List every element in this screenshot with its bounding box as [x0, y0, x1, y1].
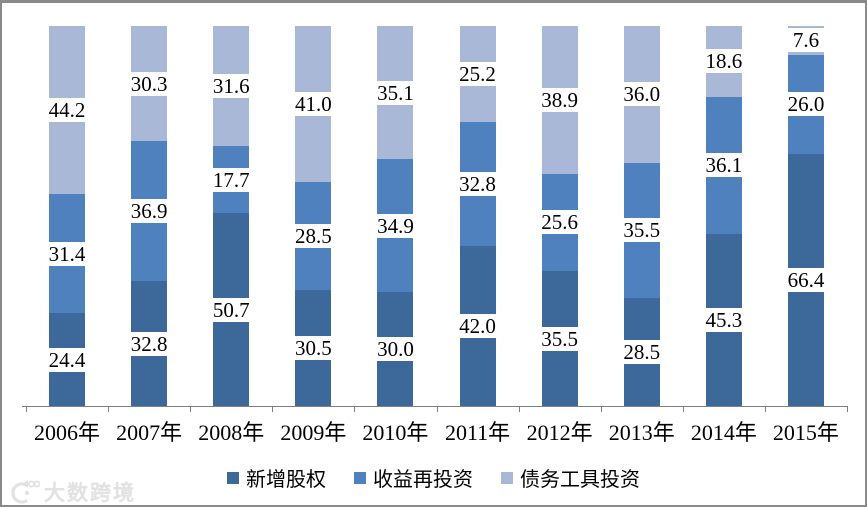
chart-plot-area: 24.4 31.4 44.2 2006年 32.8 36.9 30.3 2007年 50.7 17… — [2, 3, 865, 505]
x-axis-tick — [518, 406, 520, 412]
x-axis-tick — [600, 406, 602, 412]
x-axis-line — [22, 406, 848, 407]
data-label-新增股权-2010年: 30.0 — [368, 337, 423, 361]
data-label-新增股权-2012年: 35.5 — [532, 326, 587, 351]
x-axis-label-2013年: 2013年 — [608, 420, 675, 445]
data-label-债务工具投资-2011年: 25.2 — [450, 61, 505, 86]
data-label-新增股权-2015年: 66.4 — [778, 267, 833, 292]
data-label-债务工具投资-2012年: 38.9 — [532, 87, 587, 112]
x-axis-label-2010年: 2010年 — [362, 420, 429, 445]
data-label-债务工具投资-2008年: 31.6 — [204, 74, 259, 99]
data-label-收益再投资-2011年: 32.8 — [450, 172, 505, 197]
chart-legend: 新增股权 收益再投资 债务工具投资 — [2, 463, 865, 492]
legend-swatch-icon — [354, 471, 366, 484]
legend-label: 新增股权 — [246, 469, 326, 491]
data-label-收益再投资-2013年: 35.5 — [614, 218, 669, 243]
data-label-债务工具投资-2013年: 36.0 — [614, 82, 669, 107]
x-axis-label-2006年: 2006年 — [34, 420, 101, 445]
x-axis-label-2008年: 2008年 — [198, 420, 265, 445]
x-axis-tick — [436, 406, 438, 412]
legend-label: 收益再投资 — [373, 469, 473, 491]
legend-label: 债务工具投资 — [520, 469, 640, 491]
x-axis-label-2007年: 2007年 — [116, 420, 183, 445]
data-label-债务工具投资-2010年: 35.1 — [368, 80, 423, 105]
data-label-债务工具投资-2007年: 30.3 — [122, 71, 177, 96]
legend-swatch-icon — [501, 471, 513, 484]
x-axis-tick — [26, 406, 27, 412]
x-axis-label-2012年: 2012年 — [526, 420, 593, 445]
x-axis-tick — [190, 406, 192, 412]
x-axis-label-2015年: 2015年 — [772, 420, 839, 445]
data-label-新增股权-2007年: 32.8 — [122, 331, 177, 356]
x-axis-tick — [354, 406, 356, 412]
legend-item-新增股权: 新增股权 — [227, 463, 326, 492]
data-label-债务工具投资-2006年: 44.2 — [40, 97, 95, 122]
x-axis-tick — [272, 406, 274, 412]
legend-item-债务工具投资: 债务工具投资 — [501, 463, 640, 492]
data-label-收益再投资-2009年: 28.5 — [286, 223, 341, 248]
data-label-债务工具投资-2015年: 7.6 — [778, 28, 833, 53]
watermark: 大数跨境 — [10, 477, 136, 505]
data-label-债务工具投资-2014年: 18.6 — [696, 49, 751, 74]
data-label-债务工具投资-2009年: 41.0 — [286, 91, 341, 116]
data-label-新增股权-2014年: 45.3 — [696, 307, 751, 332]
x-axis-tick — [108, 406, 110, 412]
watermark-logo-icon — [10, 479, 40, 505]
legend-swatch-icon — [227, 471, 239, 484]
data-label-新增股权-2008年: 50.7 — [204, 297, 259, 322]
watermark-text: 大数跨境 — [44, 482, 136, 505]
data-label-收益再投资-2007年: 36.9 — [122, 199, 177, 224]
data-label-新增股权-2009年: 30.5 — [286, 336, 341, 361]
x-axis-label-2011年: 2011年 — [444, 420, 511, 445]
x-axis-tick — [847, 406, 848, 412]
data-label-收益再投资-2008年: 17.7 — [204, 167, 259, 192]
data-label-新增股权-2011年: 42.0 — [450, 314, 505, 339]
data-label-收益再投资-2006年: 31.4 — [40, 241, 95, 266]
legend-item-收益再投资: 收益再投资 — [354, 463, 473, 492]
x-axis-label-2014年: 2014年 — [690, 420, 757, 445]
data-label-收益再投资-2010年: 34.9 — [368, 213, 423, 238]
x-axis-tick — [682, 406, 684, 412]
x-axis-tick — [764, 406, 766, 412]
x-axis-label-2009年: 2009年 — [280, 420, 347, 445]
data-label-新增股权-2006年: 24.4 — [40, 347, 95, 372]
data-label-收益再投资-2012年: 25.6 — [532, 210, 587, 235]
data-label-收益再投资-2015年: 26.0 — [778, 92, 833, 117]
data-label-收益再投资-2014年: 36.1 — [696, 153, 751, 178]
data-label-新增股权-2013年: 28.5 — [614, 339, 669, 364]
